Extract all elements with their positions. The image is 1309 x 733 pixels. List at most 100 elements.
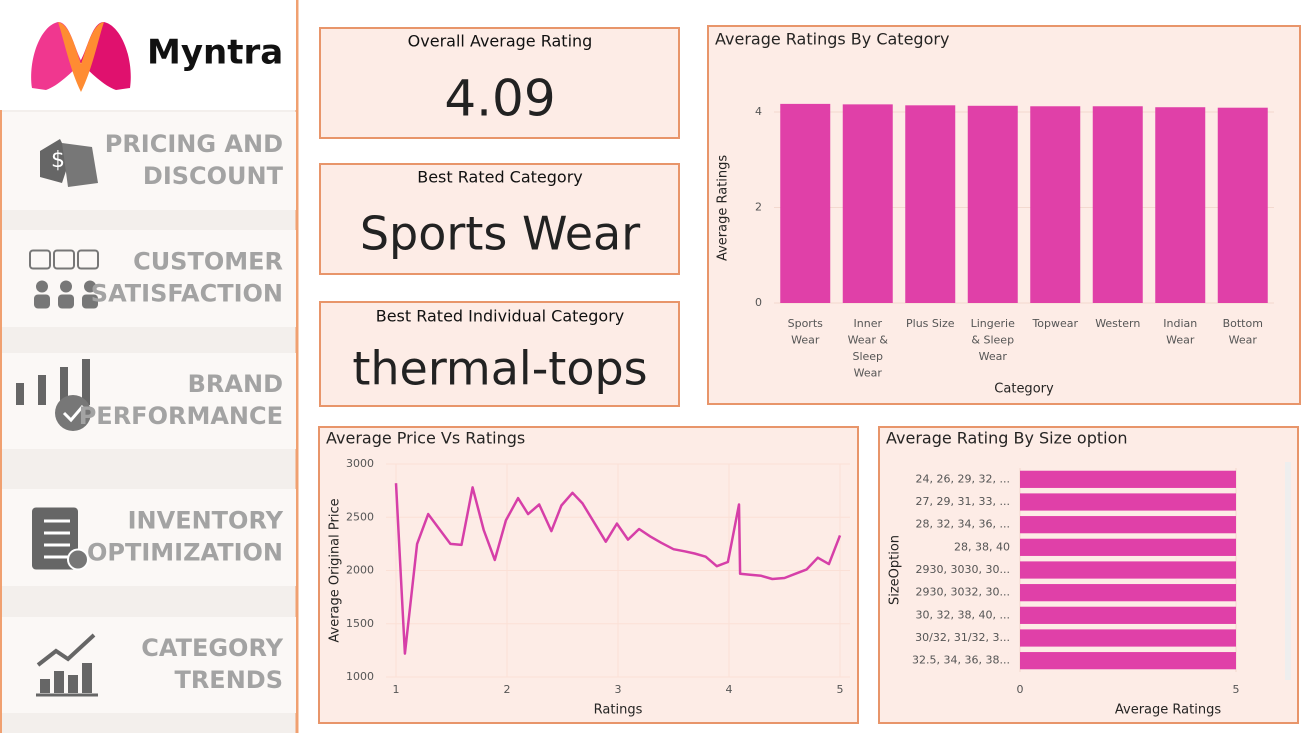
y-tick-label: 0: [755, 296, 762, 309]
nav-icon: [77, 249, 99, 270]
y-tick-label: 28, 38, 40: [954, 540, 1010, 553]
bar: [1020, 629, 1236, 647]
bar: [1020, 516, 1236, 534]
nav-icon: [62, 405, 85, 423]
nav-icon: [32, 507, 78, 570]
x-tick-label: Plus Size: [906, 317, 955, 330]
scrollbar[interactable]: [1285, 462, 1291, 680]
x-tick-label: 5: [1233, 683, 1240, 696]
bar: [1030, 106, 1081, 304]
bar: [1020, 538, 1236, 556]
card-value: 4.09: [444, 70, 555, 128]
nav-icon: [55, 395, 91, 431]
y-tick-label: 30/32, 31/32, 3...: [915, 631, 1010, 644]
nav-icon: [67, 548, 89, 571]
bar: [1020, 652, 1236, 670]
nav-item[interactable]: BRAND PERFORMANCE: [2, 353, 296, 449]
bar: [1217, 107, 1268, 303]
nav-icon: [16, 383, 24, 405]
bar: [1155, 107, 1206, 303]
x-tick-label: Topwear: [1031, 317, 1078, 330]
bar: [1092, 106, 1143, 304]
nav-label: INVENTORY: [128, 507, 284, 535]
chart-title: Average Price Vs Ratings: [326, 429, 525, 448]
x-tick-label: Sports Wear: [788, 317, 824, 347]
nav-icon: [36, 280, 48, 293]
y-tick-label: 24, 26, 29, 32, ...: [916, 472, 1010, 485]
bar: [1020, 470, 1236, 488]
nav-item[interactable]: INVENTORY OPTIMIZATION: [2, 489, 296, 586]
y-tick-label: 1500: [346, 617, 374, 630]
nav-label: DISCOUNT: [143, 162, 284, 190]
bar: [1020, 493, 1236, 511]
nav-icon: [60, 367, 68, 405]
nav-icon: [82, 294, 98, 309]
y-tick-label: 27, 29, 31, 33, ...: [916, 495, 1010, 508]
bar: [780, 103, 831, 303]
nav-item[interactable]: $ PRICING AND DISCOUNT: [2, 112, 296, 210]
y-tick-label: 32.5, 34, 36, 38...: [912, 654, 1010, 667]
card-title: Best Rated Category: [417, 168, 583, 187]
bar: [842, 104, 893, 303]
x-tick-label: Indian Wear: [1163, 317, 1197, 347]
nav-icon: [84, 280, 96, 293]
y-tick-label: 3000: [346, 457, 374, 470]
x-tick-label: 5: [837, 683, 844, 696]
logo-icon: [31, 22, 131, 92]
y-tick-label: 28, 32, 34, 36, ...: [916, 518, 1010, 531]
nav-icon: [40, 139, 70, 183]
x-axis-title: Average Ratings: [1115, 703, 1221, 718]
kpi-card: [319, 301, 680, 407]
nav-icon: [53, 249, 75, 270]
nav-icon: [40, 679, 50, 693]
bar: [967, 105, 1018, 303]
nav-icon: [60, 280, 72, 293]
nav-label: PRICING AND: [105, 130, 283, 158]
bar: [1020, 606, 1236, 624]
chart-title: Average Ratings By Category: [715, 30, 949, 49]
y-tick-label: 2930, 3032, 30...: [916, 586, 1010, 599]
y-tick-label: 4: [755, 105, 762, 118]
card-title: Best Rated Individual Category: [376, 307, 625, 326]
nav-label: OPTIMIZATION: [87, 539, 283, 567]
nav-icon: [38, 375, 46, 405]
y-axis-title: Average Ratings: [716, 155, 731, 261]
x-tick-label: 2: [504, 683, 511, 696]
nav-icon: $: [51, 148, 65, 173]
x-tick-label: Western: [1095, 317, 1140, 330]
bar: [1020, 584, 1236, 602]
nav-icon: [34, 294, 50, 309]
nav-icon: [54, 671, 64, 693]
nav-icon: [58, 294, 74, 309]
nav-icon: [44, 519, 70, 523]
nav-label: BRAND: [188, 370, 283, 398]
nav-icon: [36, 633, 96, 667]
x-tick-label: 3: [615, 683, 622, 696]
nav-icon: [29, 249, 51, 270]
nav-label: SATISFACTION: [91, 280, 283, 308]
nav-icon: [68, 675, 78, 693]
nav-item[interactable]: CUSTOMER SATISFACTION: [2, 230, 296, 327]
x-tick-label: 4: [726, 683, 733, 696]
nav-button: [2, 353, 296, 449]
nav-icon: [44, 555, 70, 559]
card-value: thermal-tops: [352, 342, 647, 396]
x-tick-label: 0: [1017, 683, 1024, 696]
nav-label: CATEGORY: [141, 634, 283, 662]
nav-icon: [44, 543, 70, 547]
nav-icon: [44, 531, 70, 535]
chart-panel: [318, 426, 859, 724]
card-value: Sports Wear: [360, 207, 640, 261]
nav-icon: [82, 359, 90, 405]
x-tick-label: Bottom Wear: [1223, 317, 1263, 347]
bar: [905, 105, 956, 303]
nav-button: [2, 230, 296, 327]
x-tick-label: Lingerie & Sleep Wear: [971, 317, 1015, 363]
nav-item[interactable]: CATEGORY TRENDS: [2, 617, 296, 713]
y-tick-label: 1000: [346, 670, 374, 683]
x-axis-title: Category: [994, 382, 1054, 397]
nav-label: PERFORMANCE: [79, 402, 283, 430]
x-axis-title: Ratings: [594, 703, 643, 718]
